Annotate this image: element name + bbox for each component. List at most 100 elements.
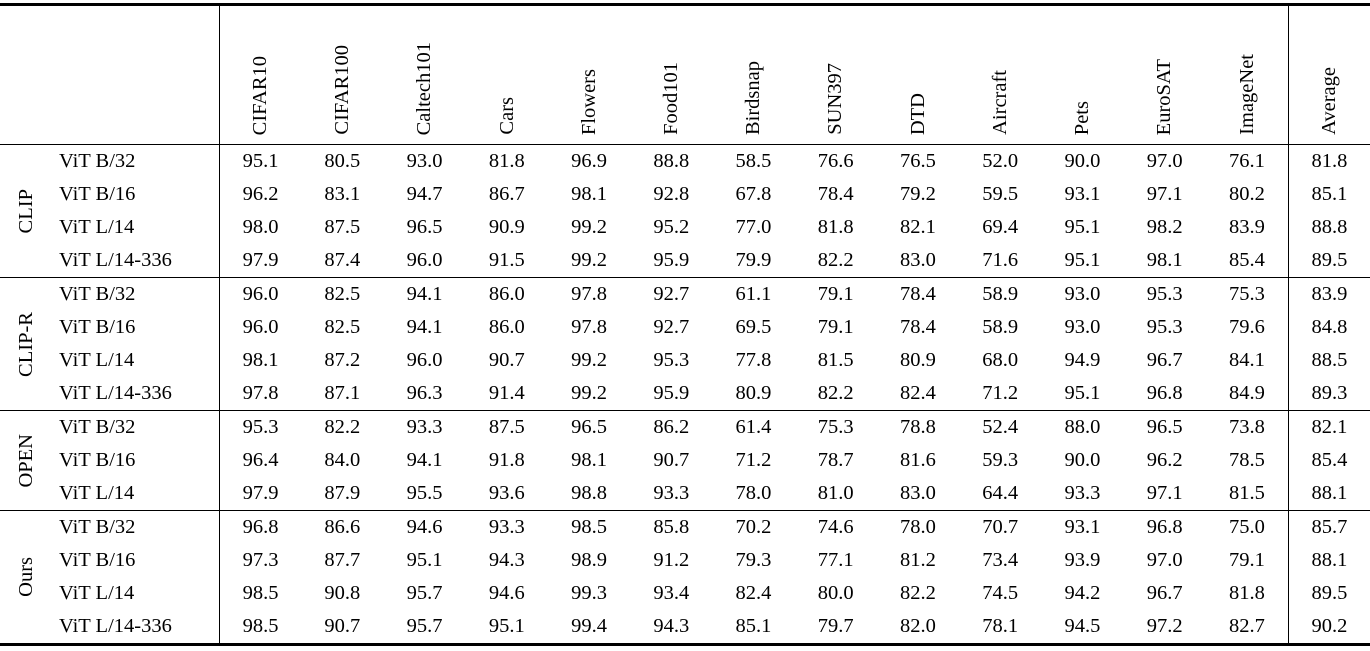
score-cell: 58.5 xyxy=(735,150,772,172)
score-cell: 68.0 xyxy=(982,349,1019,371)
score-cell: 95.1 xyxy=(406,549,443,571)
score-cell: 69.4 xyxy=(982,216,1019,238)
score-cell: 58.9 xyxy=(982,316,1019,338)
score-cell: 93.3 xyxy=(1064,482,1101,504)
score-cell: 88.0 xyxy=(1064,416,1101,438)
score-cell: 81.5 xyxy=(1228,482,1265,504)
score-cell: 82.5 xyxy=(324,316,361,338)
score-cell: 93.3 xyxy=(488,516,525,538)
score-cell: 91.8 xyxy=(488,449,525,471)
score-cell: 94.5 xyxy=(1064,615,1101,637)
model-name: ViT L/14-336 xyxy=(59,615,172,637)
average-score-cell: 88.8 xyxy=(1287,211,1370,244)
score-cell: 92.7 xyxy=(653,283,690,305)
group-label: Ours xyxy=(14,557,37,597)
score-cell: 90.0 xyxy=(1064,449,1101,471)
group-label-cell: Ours xyxy=(0,511,52,643)
model-name: ViT B/16 xyxy=(59,549,136,571)
score-cell: 61.1 xyxy=(735,283,772,305)
score-cell: 95.7 xyxy=(406,615,443,637)
score-cell: 81.8 xyxy=(488,150,525,172)
score-cell: 81.6 xyxy=(900,449,936,471)
score-cell: 99.3 xyxy=(571,582,607,604)
score-cell: 85.4 xyxy=(1228,249,1265,271)
score-cell: 97.2 xyxy=(1146,615,1183,637)
score-cell: 91.2 xyxy=(653,549,690,571)
score-cell: 64.4 xyxy=(982,482,1019,504)
score-cell: 98.8 xyxy=(571,482,607,504)
score-cell: 93.1 xyxy=(1064,516,1101,538)
score-cell: 98.1 xyxy=(219,344,301,377)
score-cell: 93.1 xyxy=(1064,183,1101,205)
score-cell: 98.0 xyxy=(219,211,301,244)
score-cell: 97.8 xyxy=(571,316,607,338)
score-cell: 99.2 xyxy=(571,349,607,371)
score-cell: 70.2 xyxy=(735,516,772,538)
score-cell: 95.9 xyxy=(653,249,690,271)
score-cell: 74.6 xyxy=(817,516,854,538)
score-cell: 94.6 xyxy=(488,582,525,604)
score-cell: 84.0 xyxy=(324,449,361,471)
score-cell: 86.0 xyxy=(488,316,525,338)
score-cell: 90.0 xyxy=(1064,150,1101,172)
score-cell: 87.9 xyxy=(324,482,361,504)
score-cell: 73.8 xyxy=(1228,416,1265,438)
score-cell: 94.2 xyxy=(1064,582,1101,604)
score-cell: 96.0 xyxy=(219,278,301,311)
score-cell: 97.1 xyxy=(1146,183,1183,205)
score-cell: 71.6 xyxy=(982,249,1019,271)
score-cell: 96.5 xyxy=(1146,416,1183,438)
row-group: CLIP-R ViT B/32 96.0 82.5 94.1 86.0 97.8 92.7 61… xyxy=(0,278,1370,411)
score-cell: 96.0 xyxy=(219,311,301,344)
score-cell: 79.2 xyxy=(900,183,936,205)
average-score-cell: 81.8 xyxy=(1287,145,1370,178)
score-cell: 92.7 xyxy=(653,316,690,338)
row-group: Ours ViT B/32 96.8 86.6 94.6 93.3 98.5 85.8 70.2… xyxy=(0,511,1370,643)
column-header-cell: EuroSAT xyxy=(1124,6,1206,144)
score-cell: 67.8 xyxy=(735,183,772,205)
average-score-cell: 83.9 xyxy=(1287,278,1370,311)
score-cell: 86.7 xyxy=(488,183,525,205)
score-cell: 94.3 xyxy=(488,549,525,571)
score-cell: 80.2 xyxy=(1228,183,1265,205)
score-cell: 93.0 xyxy=(1064,283,1101,305)
column-header-cell: Pets xyxy=(1041,6,1123,144)
score-cell: 79.6 xyxy=(1228,316,1265,338)
score-cell: 78.4 xyxy=(900,316,936,338)
score-cell: 97.0 xyxy=(1146,549,1183,571)
score-cell: 98.1 xyxy=(1146,249,1183,271)
score-cell: 95.7 xyxy=(406,582,443,604)
score-cell: 96.8 xyxy=(1146,382,1183,404)
column-header-label: ImageNet xyxy=(1235,54,1258,135)
score-cell: 82.4 xyxy=(900,382,936,404)
score-cell: 82.4 xyxy=(735,582,772,604)
score-cell: 99.2 xyxy=(571,249,607,271)
score-cell: 95.5 xyxy=(406,482,443,504)
group-label: OPEN xyxy=(14,433,37,488)
score-cell: 96.5 xyxy=(571,416,607,438)
score-cell: 69.5 xyxy=(735,316,772,338)
score-cell: 98.5 xyxy=(219,610,301,643)
model-name: ViT L/14 xyxy=(59,482,135,504)
score-cell: 90.8 xyxy=(324,582,361,604)
model-name: ViT L/14 xyxy=(59,349,135,371)
score-cell: 98.2 xyxy=(1146,216,1183,238)
score-cell: 96.0 xyxy=(406,249,443,271)
score-cell: 93.3 xyxy=(406,416,443,438)
model-name: ViT B/32 xyxy=(59,416,136,438)
average-score-cell: 85.1 xyxy=(1287,178,1370,211)
column-header-cell: CIFAR100 xyxy=(301,6,383,144)
score-cell: 96.7 xyxy=(1146,349,1183,371)
score-cell: 94.3 xyxy=(653,615,690,637)
score-cell: 86.6 xyxy=(324,516,361,538)
score-cell: 97.8 xyxy=(219,377,301,410)
score-cell: 93.9 xyxy=(1064,549,1101,571)
score-cell: 79.1 xyxy=(1228,549,1265,571)
score-cell: 78.4 xyxy=(817,183,854,205)
column-header-cell: Birdsnap xyxy=(712,6,794,144)
column-header-label: CIFAR100 xyxy=(331,45,354,135)
score-cell: 99.4 xyxy=(571,615,607,637)
score-cell: 87.4 xyxy=(324,249,361,271)
score-cell: 94.7 xyxy=(406,183,443,205)
score-cell: 95.2 xyxy=(653,216,690,238)
